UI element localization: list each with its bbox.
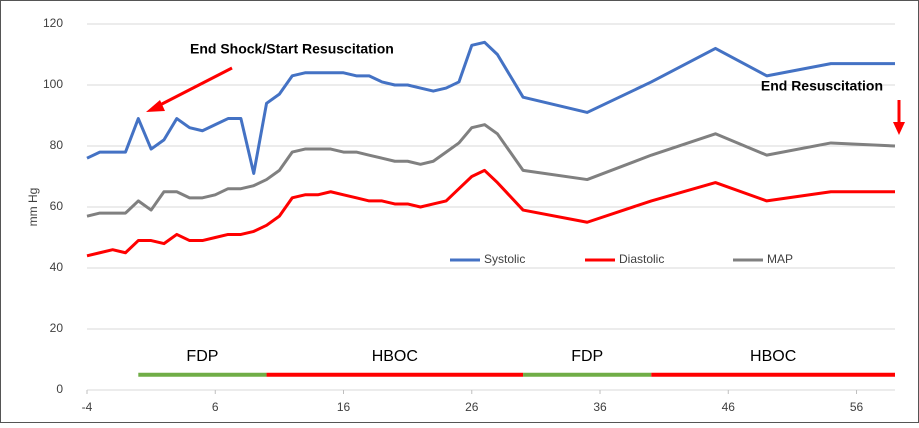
y-tick-label: 60 (50, 199, 64, 213)
annotation: End Shock/Start Resuscitation (190, 41, 394, 57)
x-tick-label: 6 (212, 400, 219, 414)
annotation: End Resuscitation (761, 78, 883, 94)
y-axis-label: mm Hg (26, 188, 40, 227)
series-line (86, 168, 895, 258)
y-tick-label: 120 (43, 16, 63, 30)
x-tick-label: 26 (465, 400, 479, 414)
series-line (86, 40, 895, 175)
x-tick-label: 16 (337, 400, 351, 414)
legend-label: MAP (767, 252, 793, 266)
x-tick-label: -4 (82, 400, 93, 414)
y-tick-label: 40 (50, 260, 64, 274)
phase-label: HBOC (750, 348, 796, 365)
annotation-arrowhead (893, 122, 905, 135)
x-tick-label: 46 (722, 400, 736, 414)
x-tick-label: 56 (850, 400, 864, 414)
legend-label: Diastolic (619, 252, 664, 266)
y-tick-label: 80 (50, 138, 64, 152)
x-tick-label: 36 (593, 400, 607, 414)
series-line (86, 123, 896, 218)
y-tick-label: 0 (56, 382, 63, 396)
phase-label: FDP (186, 348, 218, 365)
annotation-arrow (157, 66, 233, 108)
y-tick-label: 20 (50, 321, 64, 335)
legend-label: Systolic (484, 252, 525, 266)
phase-label: FDP (571, 348, 603, 365)
y-tick-label: 100 (43, 77, 63, 91)
phase-label: HBOC (372, 348, 418, 365)
annotation-arrowhead (146, 100, 165, 112)
